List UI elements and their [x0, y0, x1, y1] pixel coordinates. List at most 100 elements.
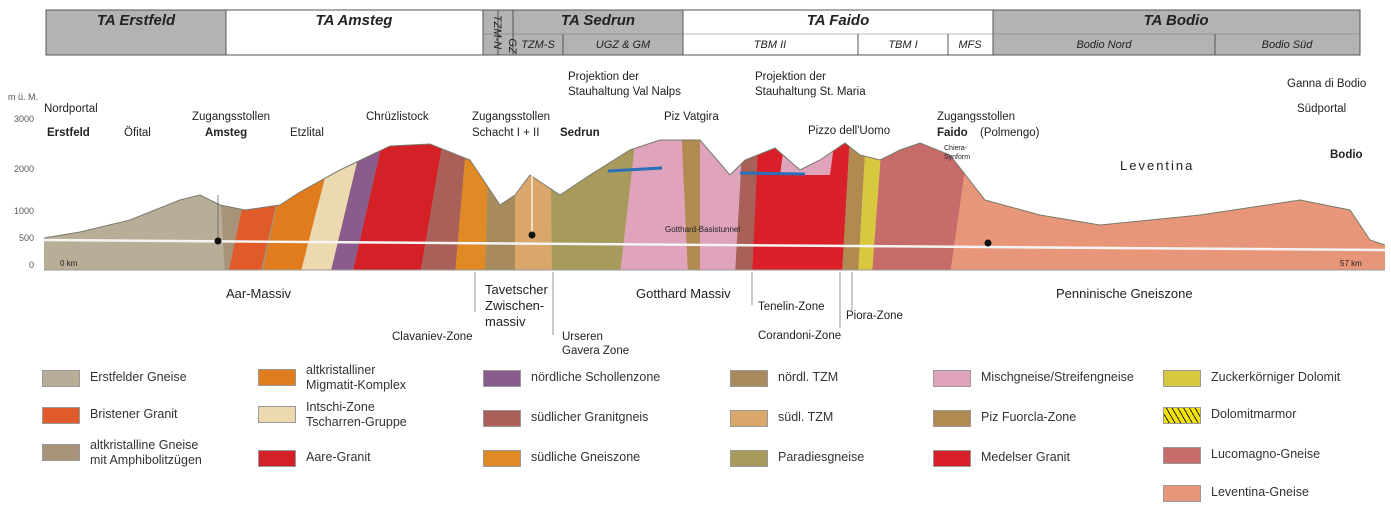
place-label: (Polmengo) [980, 127, 1040, 139]
legend-item: Piz Fuorcla-Zone [933, 410, 1076, 427]
legend-swatch [933, 450, 971, 467]
legend-label: Zuckerkörniger Dolomit [1211, 370, 1340, 385]
legend-label: Aare-Granit [306, 450, 371, 465]
place-label: Etzlital [290, 127, 324, 139]
legend-swatch [483, 370, 521, 387]
legend-label: Mischgneise/Streifengneise [981, 370, 1134, 385]
legend-swatch [1163, 485, 1201, 502]
legend-label: Leventina-Gneise [1211, 485, 1309, 500]
legend-item: Mischgneise/Streifengneise [933, 370, 1134, 387]
legend-label: Lucomagno-Gneise [1211, 447, 1320, 462]
legend-swatch [933, 370, 971, 387]
place-label: Zugangsstollen [472, 111, 550, 123]
legend-swatch [1163, 370, 1201, 387]
access-point [215, 238, 222, 245]
legend-label: Bristener Granit [90, 407, 178, 422]
subsection-title: TBM II [754, 39, 786, 51]
section-title: TA Faido [807, 12, 870, 29]
legend-item: nördliche Schollenzone [483, 370, 660, 387]
legend-label: Medelser Granit [981, 450, 1070, 465]
place-label: Projektion der [568, 71, 639, 83]
legend-label: südliche Gneiszone [531, 450, 640, 465]
place-label: Zugangsstollen [937, 111, 1015, 123]
region-label: Leventina [1120, 158, 1194, 173]
legend-label: Paradiesgneise [778, 450, 864, 465]
page: { "header": { "sections": ["TA Erstfeld"… [0, 0, 1391, 505]
subsection-title: GZ [506, 38, 518, 55]
zone-label: Aar-Massiv [226, 286, 292, 301]
place-label: Erstfeld [47, 127, 90, 139]
access-point [529, 232, 536, 239]
legend-swatch [42, 407, 80, 424]
place-label: Amsteg [205, 127, 247, 139]
tunnel-label: Gotthard-Basistunnel [665, 225, 740, 234]
place-label: Chiera- [944, 145, 968, 152]
zone-label: Zwischen- [485, 298, 544, 313]
zone-label: Penninische Gneiszone [1056, 286, 1193, 301]
subsection-title: MFS [958, 39, 982, 51]
section-title: TA Erstfeld [97, 12, 176, 29]
rock-unit [780, 100, 840, 175]
place-label: Pizzo dell'Uomo [808, 125, 890, 137]
legend-swatch [258, 450, 296, 467]
legend-item: Aare-Granit [258, 450, 371, 467]
place-label: Öfital [124, 127, 151, 139]
legend-label: Intschi-Zone [306, 400, 407, 415]
zone-label: massiv [485, 314, 526, 329]
zone-label: Gavera Zone [562, 345, 629, 357]
legend-item: Lucomagno-Gneise [1163, 447, 1320, 464]
place-label: Zugangsstollen [192, 111, 270, 123]
place-label: Piz Vatgira [664, 111, 719, 123]
legend-swatch [42, 370, 80, 387]
header: TA Erstfeld TA Amsteg TA Sedrun TA Faido… [46, 10, 1360, 55]
legend-label: mit Amphibolitzügen [90, 453, 202, 468]
legend-label: Piz Fuorcla-Zone [981, 410, 1076, 425]
diagram: TA Erstfeld TA Amsteg TA Sedrun TA Faido… [0, 0, 1391, 365]
axis-tick-label: 1000 [14, 206, 34, 216]
legend-item: südliche Gneiszone [483, 450, 640, 467]
legend-label: Dolomitmarmor [1211, 407, 1296, 422]
place-label: Schacht I + II [472, 127, 539, 139]
legend-swatch [730, 370, 768, 387]
zone-label: Tenelin-Zone [758, 301, 824, 313]
legend-swatch [730, 410, 768, 427]
zone-label: Urseren [562, 331, 603, 343]
place-label: Südportal [1297, 103, 1346, 115]
legend-label: nördl. TZM [778, 370, 838, 385]
legend-swatch [933, 410, 971, 427]
legend-item: Zuckerkörniger Dolomit [1163, 370, 1340, 387]
place-label: Nordportal [44, 103, 98, 115]
place-label: Sedrun [560, 127, 600, 139]
axis-unit: m ü. M. [8, 92, 38, 102]
legend-item: nördl. TZM [730, 370, 838, 387]
subsection-title: Bodio Nord [1076, 39, 1132, 51]
distance-label: 57 km [1340, 259, 1362, 268]
legend-swatch [258, 406, 296, 423]
axis-tick-label: 500 [19, 233, 34, 243]
legend-item: südlicher Granitgneis [483, 410, 648, 427]
subsection-title: TZM-S [521, 39, 555, 51]
legend-swatch [483, 410, 521, 427]
axis-tick-label: 3000 [14, 114, 34, 124]
subsection-title: UGZ & GM [596, 39, 651, 51]
legend-label: nördliche Schollenzone [531, 370, 660, 385]
place-label: Stauhaltung Val Nalps [568, 86, 681, 98]
subsection-title: Bodio Süd [1262, 39, 1314, 51]
legend-swatch [1163, 447, 1201, 464]
legend-swatch [42, 444, 80, 461]
place-label: Faido [937, 127, 968, 139]
zone-label: Corandoni-Zone [758, 330, 841, 342]
place-label: Stauhaltung St. Maria [755, 86, 866, 98]
subsection-title: TZM-N [491, 15, 503, 49]
zone-label: Clavaniev-Zone [392, 331, 473, 343]
legend-item: Medelser Granit [933, 450, 1070, 467]
legend-item: Dolomitmarmor [1163, 407, 1296, 424]
rock-unit [620, 100, 745, 275]
zone-labels: Aar-Massiv Clavaniev-Zone Tavetscher Zwi… [226, 272, 1193, 357]
legend-item: Erstfelder Gneise [42, 370, 187, 387]
section-title: TA Amsteg [316, 12, 393, 29]
legend-label: altkristalline Gneise [90, 438, 202, 453]
place-label: Bodio [1330, 149, 1363, 161]
